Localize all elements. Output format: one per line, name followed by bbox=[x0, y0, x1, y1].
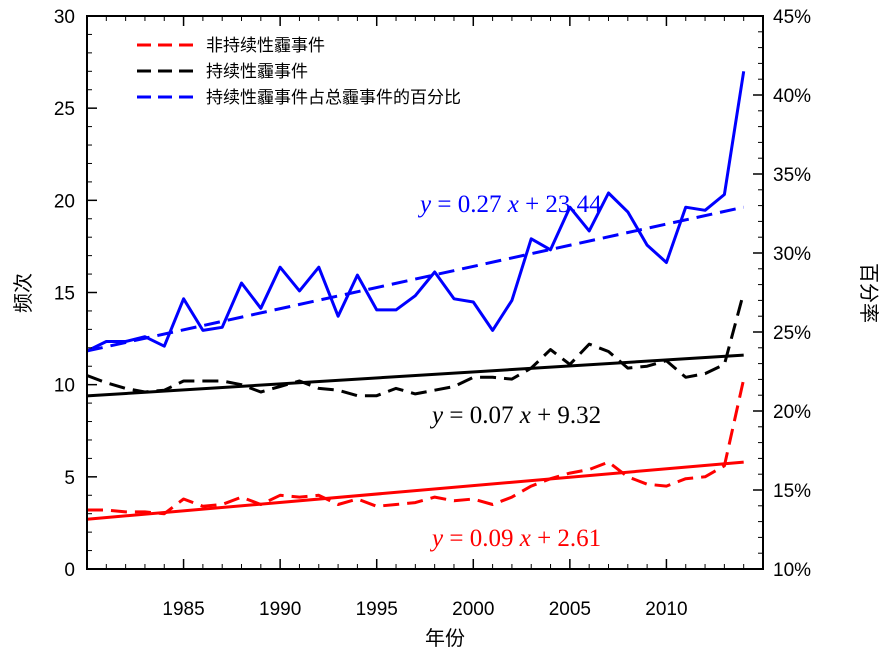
eq-red-rest: + 2.61 bbox=[537, 525, 601, 552]
x-tick-label: 1995 bbox=[356, 599, 398, 620]
trend-line-2 bbox=[86, 460, 744, 521]
x-tick-label: 2010 bbox=[645, 599, 687, 620]
series-line-1 bbox=[86, 292, 746, 398]
x-tick-label: 1985 bbox=[162, 599, 204, 620]
eq-black-coef: = 0.07 bbox=[449, 402, 513, 429]
trend-line-0 bbox=[86, 205, 745, 353]
y2-tick-label: 25% bbox=[773, 323, 811, 344]
y2-tick-label: 20% bbox=[773, 402, 811, 423]
y-tick-label: 0 bbox=[64, 560, 75, 581]
y2-tick-label: 45% bbox=[773, 7, 811, 28]
y2-axis-title: 百分率 bbox=[857, 263, 881, 323]
eq-black-y: y bbox=[429, 402, 444, 429]
y2-tick-label: 10% bbox=[773, 560, 811, 581]
y-tick-label: 20 bbox=[54, 191, 75, 212]
y2-tick-label: 40% bbox=[773, 86, 811, 107]
regression-equation-black: y = 0.07 x + 9.32 bbox=[429, 402, 601, 429]
x-tick-label: 1990 bbox=[259, 599, 301, 620]
series-line-0 bbox=[87, 378, 746, 516]
regression-equation-red: y = 0.09 x + 2.61 bbox=[429, 525, 601, 552]
trend-line-1 bbox=[86, 353, 744, 398]
y-tick-label: 10 bbox=[54, 376, 75, 397]
eq-black-x: x bbox=[519, 402, 531, 429]
eq-red-coef: = 0.09 bbox=[449, 525, 513, 552]
y2-tick-label: 15% bbox=[773, 481, 811, 502]
x-tick-label: 2000 bbox=[452, 599, 494, 620]
y-tick-label: 25 bbox=[54, 99, 75, 120]
y2-tick-label: 35% bbox=[773, 165, 811, 186]
eq-blue-rest: + 23.44 bbox=[525, 191, 602, 218]
plot-area bbox=[86, 71, 746, 521]
eq-red-x: x bbox=[519, 525, 531, 552]
legend-label-percentage: 持续性霾事件占总霾事件的百分比 bbox=[206, 88, 461, 108]
x-tick-label: 2005 bbox=[549, 599, 591, 620]
axis-ticks: 0 5 10 15 20 25 30 10% 15% 20% 25% 30% 35% 40% 45% 1985… bbox=[54, 7, 811, 620]
legend-label-persistent: 持续性霾事件 bbox=[206, 62, 308, 82]
y-tick-label: 5 bbox=[64, 468, 75, 489]
eq-blue-y: y bbox=[417, 191, 432, 218]
y2-tick-label: 30% bbox=[773, 244, 811, 265]
legend: 非持续性霾事件 持续性霾事件 持续性霾事件占总霾事件的百分比 bbox=[137, 36, 461, 108]
y-tick-label: 30 bbox=[54, 7, 75, 28]
y-axis-title: 频次 bbox=[11, 273, 35, 313]
eq-blue-coef: = 0.27 bbox=[437, 191, 501, 218]
eq-red-y: y bbox=[429, 525, 444, 552]
eq-black-rest: + 9.32 bbox=[537, 402, 601, 429]
eq-blue-x: x bbox=[507, 191, 519, 218]
series-line-2 bbox=[86, 71, 746, 353]
y-tick-label: 15 bbox=[54, 284, 75, 305]
regression-equation-blue: y = 0.27 x + 23.44 bbox=[417, 191, 602, 218]
legend-label-nonpersistent: 非持续性霾事件 bbox=[206, 36, 325, 56]
x-axis-title: 年份 bbox=[425, 626, 465, 650]
